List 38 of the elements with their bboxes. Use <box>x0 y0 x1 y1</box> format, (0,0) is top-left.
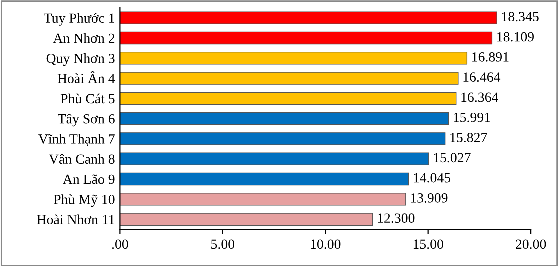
data-label: 16.364 <box>462 92 498 102</box>
x-tick-label: 15.00 <box>414 240 444 250</box>
data-label: 18.109 <box>498 32 534 42</box>
bar <box>120 132 446 146</box>
bar <box>120 152 430 166</box>
data-label: 12.300 <box>378 214 415 224</box>
data-label: 13.909 <box>411 194 448 203</box>
y-tick-label: Vĩnh Thạnh 7 <box>38 134 115 146</box>
x-tick-label: .00 <box>112 240 128 250</box>
y-tick-label: Hoài Ân 4 <box>58 71 116 84</box>
bar <box>120 52 468 65</box>
bar <box>120 193 406 206</box>
bar <box>120 92 457 106</box>
bar <box>120 213 374 226</box>
y-tick-label: Tây Sơn 6 <box>58 114 115 127</box>
y-tick-label: Vân Canh 8 <box>49 154 115 164</box>
data-label: 16.891 <box>472 52 509 62</box>
data-label: 15.027 <box>434 153 471 163</box>
y-tick-label: An Lão 9 <box>63 174 115 184</box>
bar <box>120 32 493 45</box>
y-tick-label: Tuy Phước 1 <box>44 13 114 26</box>
y-tick-label: Hoài Nhơn 11 <box>37 214 114 224</box>
y-tick-label: An Nhơn 2 <box>53 33 115 44</box>
y-tick-label: Quy Nhơn 3 <box>46 54 115 66</box>
bar <box>120 172 410 186</box>
bar <box>120 112 450 126</box>
bar <box>120 72 459 85</box>
data-label: 16.464 <box>464 72 501 82</box>
data-label: 18.345 <box>502 12 539 22</box>
y-tick-label: Phù Cát 5 <box>60 94 115 104</box>
data-label: 15.827 <box>450 133 488 142</box>
x-tick-label: 10.00 <box>311 240 341 250</box>
x-tick-label: 20.00 <box>516 240 546 250</box>
bar <box>120 12 498 24</box>
x-tick-label: 5.00 <box>212 240 235 250</box>
y-tick-label: Phù Mỹ 10 <box>54 194 115 208</box>
data-label: 15.991 <box>454 112 490 122</box>
data-label: 14.045 <box>414 173 451 183</box>
